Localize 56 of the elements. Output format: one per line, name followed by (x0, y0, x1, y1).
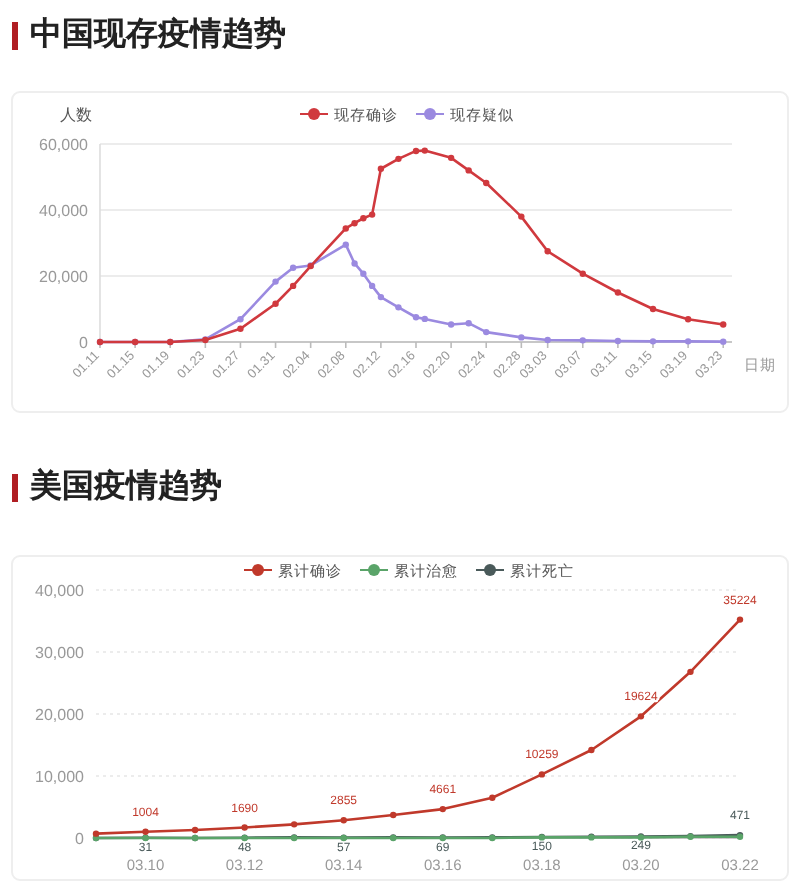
point (614, 289, 622, 296)
point (272, 278, 279, 285)
point (588, 746, 595, 754)
point (395, 304, 402, 311)
point (720, 321, 727, 328)
point (421, 315, 428, 323)
y-tick-label: 0 (79, 334, 90, 352)
point (289, 264, 297, 271)
point (390, 811, 397, 819)
point (447, 154, 455, 162)
y-tick-label: 30,000 (35, 644, 86, 662)
y-axis-title: 人数 (60, 106, 92, 124)
point (342, 225, 349, 232)
point (649, 305, 657, 313)
y-tick-label: 20,000 (35, 706, 86, 724)
point (395, 155, 402, 163)
point (351, 220, 358, 227)
point (412, 314, 420, 321)
point (237, 325, 244, 332)
point (439, 805, 446, 813)
point (360, 215, 367, 222)
point (687, 668, 694, 676)
point (351, 260, 358, 267)
point (377, 293, 385, 301)
point (142, 828, 149, 835)
point (465, 319, 472, 327)
y-tick-label: 40,000 (35, 582, 86, 600)
point (340, 817, 347, 824)
y-tick-label: 0 (75, 830, 86, 848)
y-tick-label: 20,000 (39, 268, 90, 286)
point (489, 794, 496, 801)
point (272, 300, 279, 307)
point (465, 167, 472, 174)
chart-title: 美国疫情趋势 (28, 466, 222, 504)
point (368, 282, 376, 290)
point (290, 821, 298, 828)
point (684, 316, 692, 323)
y-tick-label: 40,000 (39, 202, 90, 220)
point (191, 826, 199, 834)
point (241, 824, 248, 831)
point (421, 147, 428, 154)
point (447, 321, 455, 328)
point (637, 713, 645, 720)
chart-title: 中国现存疫情趋势 (30, 16, 286, 52)
point (360, 270, 367, 277)
point (412, 147, 420, 155)
y-tick-label: 10,000 (35, 768, 86, 786)
point (736, 616, 744, 623)
point (92, 830, 100, 837)
y-tick-label: 60,000 (39, 136, 90, 154)
point (377, 165, 385, 172)
point (538, 771, 546, 778)
point (289, 282, 297, 290)
point (237, 316, 244, 323)
point (368, 211, 376, 218)
point (342, 241, 349, 248)
